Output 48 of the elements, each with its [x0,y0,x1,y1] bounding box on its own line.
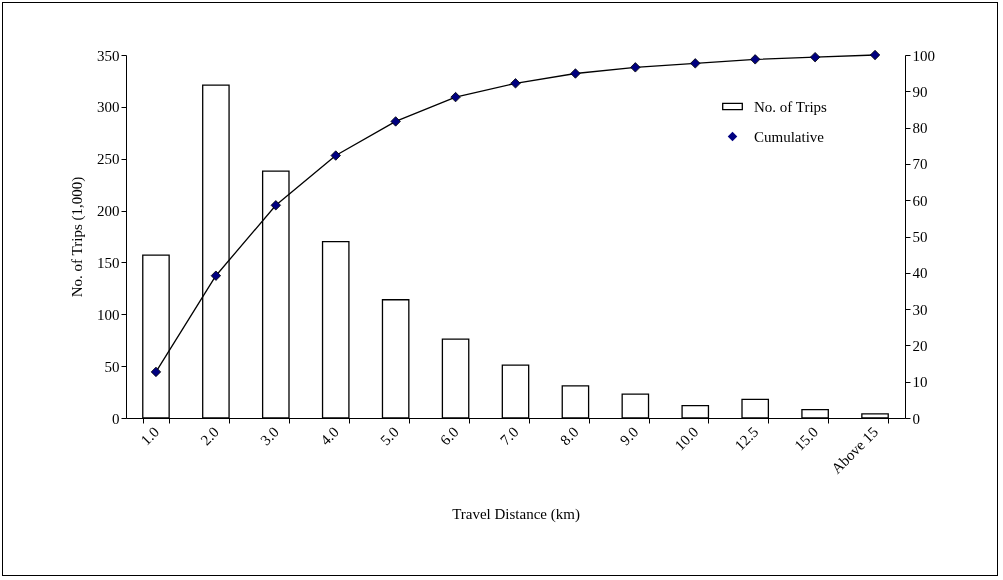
x-axis-title: Travel Distance (km) [452,505,580,523]
point [570,68,581,79]
point [809,52,821,63]
y-tick-label: 250 [97,151,120,168]
point [690,58,701,69]
y2-tick-label: 20 [912,337,928,354]
y2-tick-label: 100 [912,47,935,64]
x-tick-label: 10.0 [671,423,702,454]
point [750,54,761,65]
x-tick-label: 1.0 [137,423,163,449]
y-tick-label: 100 [97,306,120,323]
legend-label: Cumulative [754,128,825,145]
x-tick-label: 9.0 [616,423,642,449]
point [150,366,162,378]
y-tick-label: 0 [112,410,120,427]
x-tick-label: 3.0 [257,423,282,449]
y2-tick-label: 30 [912,301,928,318]
x-tick-label: 8.0 [557,423,582,449]
point [330,150,341,161]
y2-tick-label: 60 [912,192,928,209]
y-tick-label: 50 [104,358,120,375]
point [630,62,641,73]
y2-tick-label: 0 [912,410,920,427]
y2-tick-label: 50 [912,229,928,245]
x-tick-label: 7.0 [497,423,522,449]
y2-tick-label: 90 [912,83,928,100]
y2-tick-label: 10 [912,374,928,391]
x-tick-label: 15.0 [791,423,822,454]
point [510,78,521,89]
point [869,49,881,61]
x-tick-label: 2.0 [197,423,223,449]
y-axis-title: No. of Trips (1,000) [69,176,86,298]
x-tick-label: 6.0 [437,423,462,449]
point [390,116,401,127]
y-tick-label: 200 [97,203,120,220]
point [210,270,222,281]
y-tick-label: 150 [97,254,120,271]
y2-tick-label: 70 [912,156,928,173]
x-tick-label: 5.0 [377,423,402,449]
x-tick-label: 4.0 [317,423,342,449]
point [450,91,461,103]
y-tick-label: 300 [97,99,120,116]
point [270,200,281,211]
y2-tick-label: 40 [912,265,928,282]
y2-tick-label: 80 [912,120,928,137]
y-tick-label: 350 [97,47,120,64]
legend-label: No. of Trips [754,98,828,115]
x-tick-label: 12.5 [731,423,762,454]
